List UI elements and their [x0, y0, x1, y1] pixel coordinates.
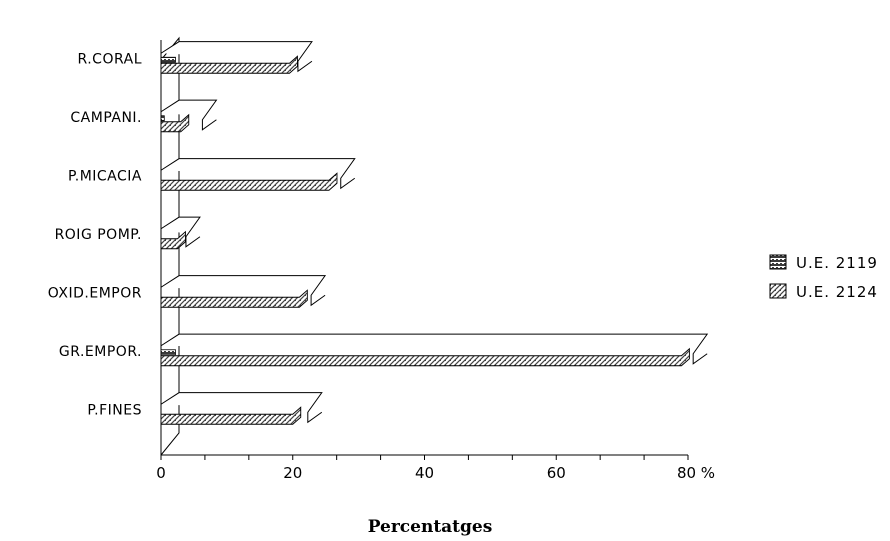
x-tick-label-0: 0 — [156, 464, 166, 482]
category-label-4: OXID.EMPOR — [48, 285, 142, 301]
bar-series-1-3 — [160, 230, 186, 250]
bar-depth-2 — [160, 158, 356, 190]
bar-series-1-2 — [160, 172, 338, 191]
bar-depth-3 — [160, 216, 201, 248]
category-label-6: P.FINES — [87, 402, 142, 418]
category-label-0: R.CORAL — [77, 51, 142, 67]
legend-label-0: U.E. 2119 — [796, 254, 878, 272]
x-tick-label-2: 40 — [415, 464, 434, 482]
legend-label-1: U.E. 2124 — [796, 283, 878, 301]
x-tick-label-3: 60 — [547, 464, 566, 482]
legend: U.E. 2119 U.E. 2124 — [769, 254, 878, 301]
bar-series-1-5 — [160, 347, 690, 367]
x-tick-label-4: 80 % — [677, 464, 715, 482]
bar-series-1-1 — [160, 113, 190, 133]
x-tick-label-1: 20 — [283, 464, 302, 482]
x-axis-title: Percentatges — [368, 517, 493, 537]
bar-series-0-1 — [160, 115, 165, 122]
bar-depth-5 — [160, 333, 709, 365]
legend-swatch-0 — [769, 254, 787, 270]
bar-series-1-4 — [160, 289, 308, 308]
category-label-5: GR.EMPOR. — [59, 344, 142, 360]
bars — [160, 41, 709, 425]
legend-item-1: U.E. 2124 — [769, 283, 878, 301]
category-label-1: CAMPANI. — [70, 110, 142, 126]
x-tick-labels: 0 20 40 60 80 % — [156, 464, 715, 482]
bar-series-1-0 — [160, 55, 298, 74]
bar-series-0-0 — [160, 56, 176, 63]
bar-series-1-6 — [160, 406, 302, 425]
bar-series-0-5 — [160, 349, 176, 356]
legend-item-0: U.E. 2119 — [769, 254, 878, 272]
axes — [160, 36, 689, 460]
category-labels: R.CORAL CAMPANI. P.MICACIA ROIG POMP. OXID.E… — [48, 51, 142, 418]
bar-depth-4 — [160, 275, 327, 307]
bar-depth-0 — [160, 41, 313, 73]
category-label-3: ROIG POMP. — [55, 227, 142, 243]
category-label-2: P.MICACIA — [68, 168, 142, 184]
legend-swatch-1 — [769, 283, 787, 299]
bar-depth-6 — [160, 392, 323, 424]
